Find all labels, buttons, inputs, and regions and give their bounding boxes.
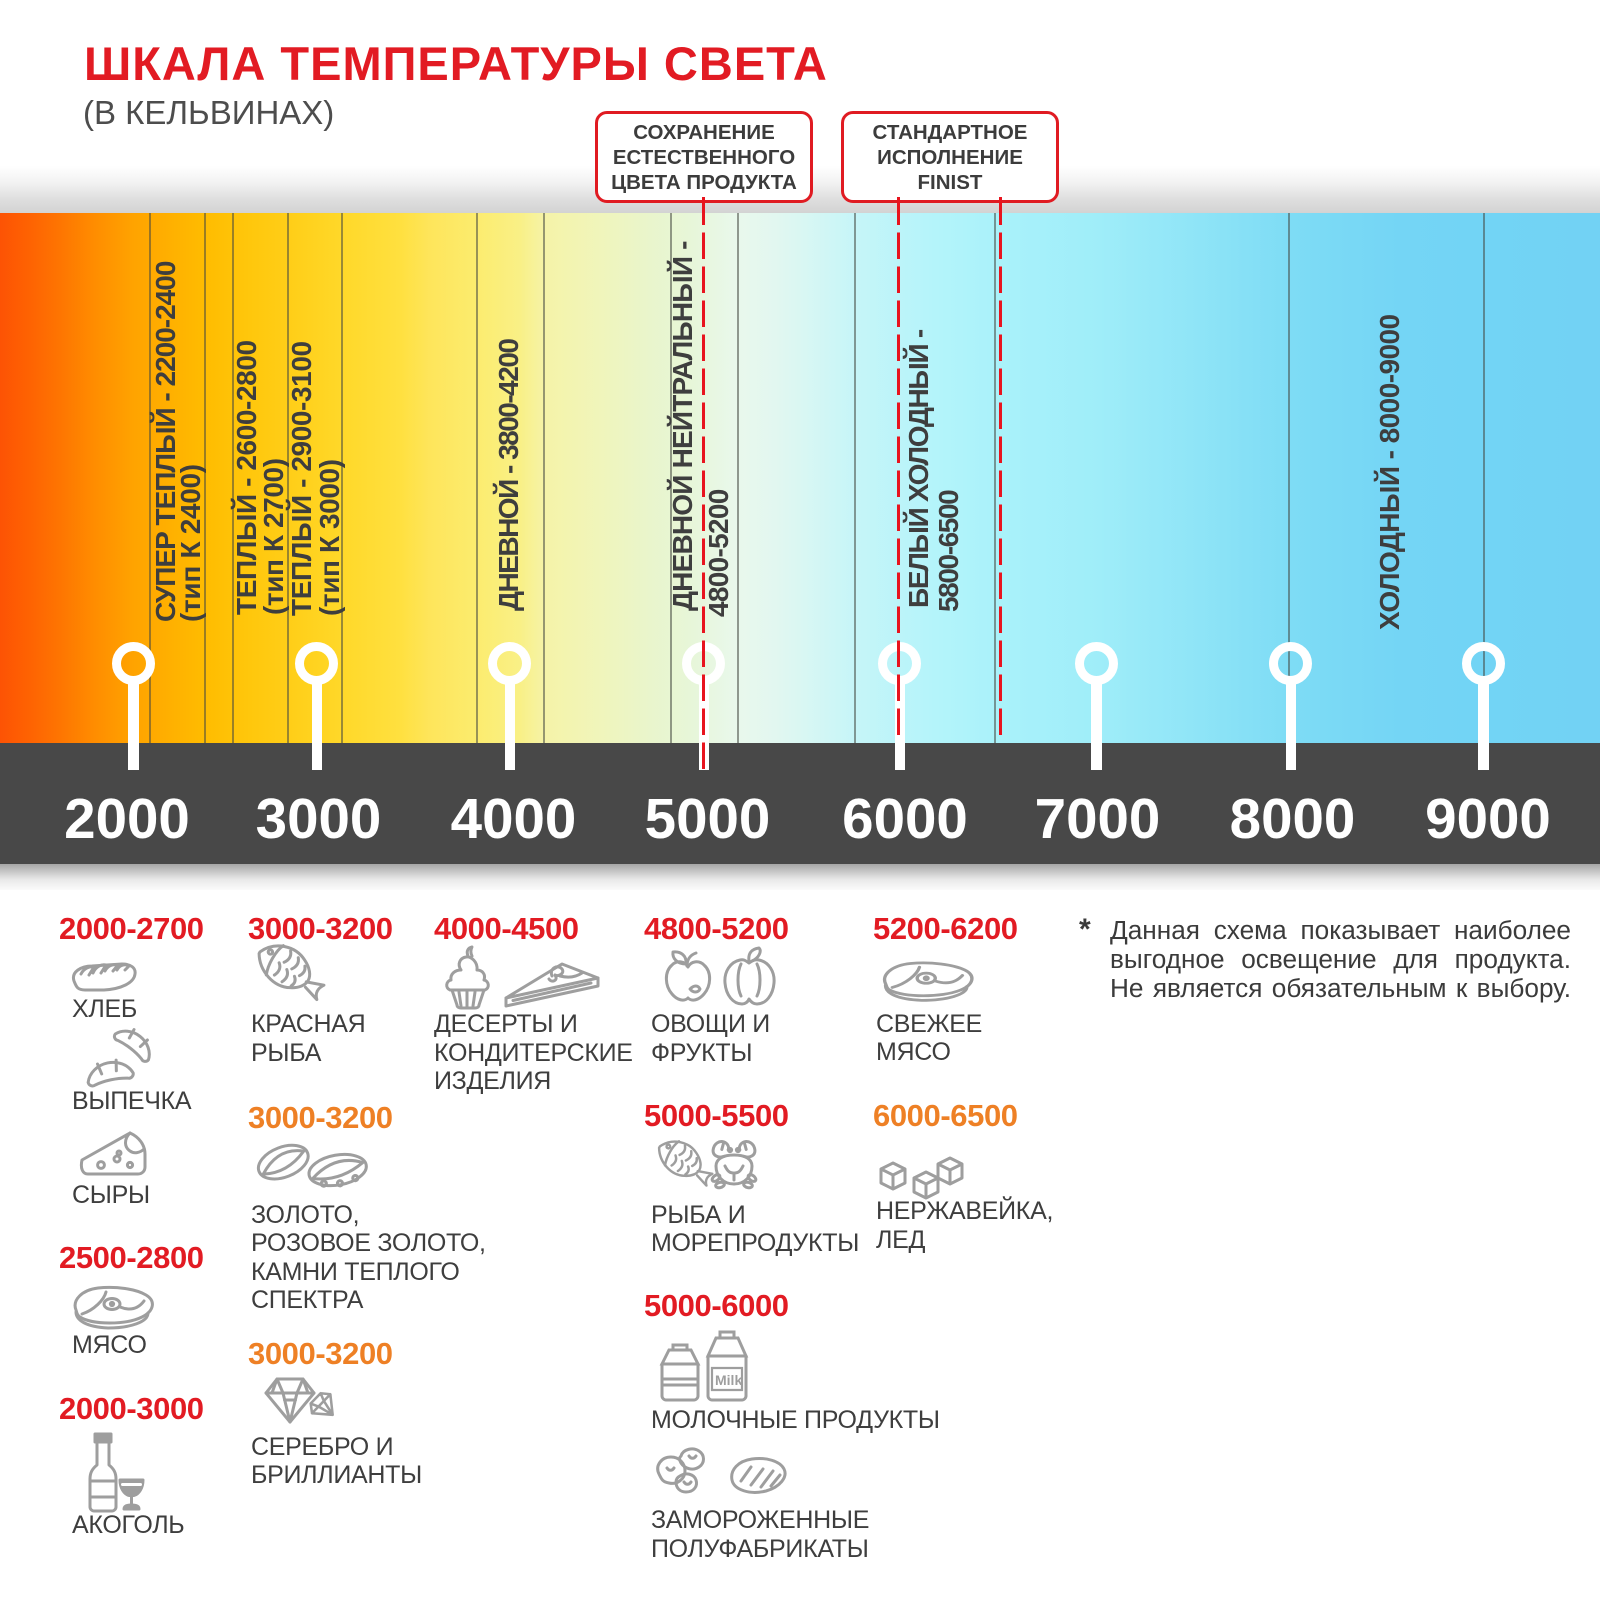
- svg-text:Milk: Milk: [715, 1372, 742, 1388]
